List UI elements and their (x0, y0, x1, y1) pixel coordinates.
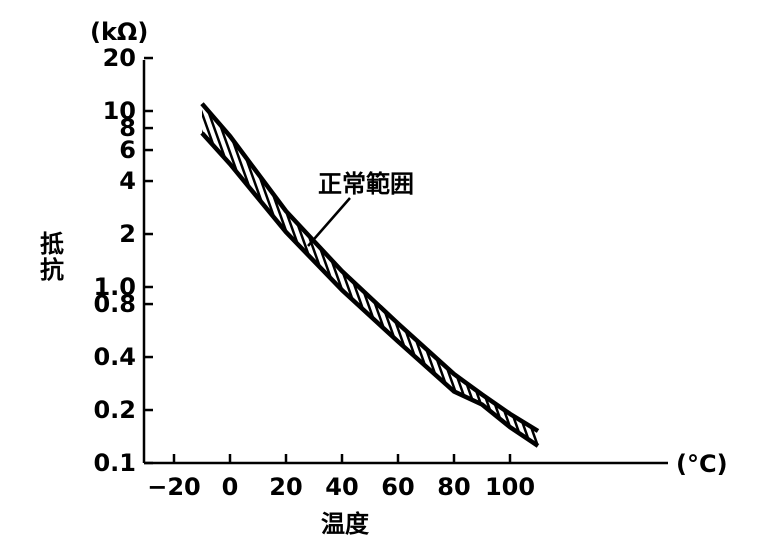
band-hatch-line (272, 103, 426, 446)
series-lower-line (200, 131, 540, 448)
band-hatch-line (286, 103, 440, 446)
band-hatch-line (349, 103, 503, 446)
band-hatch-line (454, 103, 538, 446)
y-tick-label: 0.2 (93, 396, 136, 424)
y-tick-label: 0.8 (93, 290, 136, 318)
band-hatch-line (202, 103, 342, 446)
band-hatch-line (517, 103, 538, 446)
x-axis-title: 温度 (321, 510, 370, 538)
band-hatch-line (223, 103, 377, 446)
band-hatch-line (202, 103, 335, 446)
band-hatch-line (405, 103, 538, 446)
band-hatch-line (363, 103, 517, 446)
y-unit-label: (kΩ) (90, 18, 148, 46)
band-hatch-line (503, 103, 538, 446)
band-hatch-line (461, 103, 538, 446)
x-unit-label: (°C) (676, 450, 728, 478)
band-hatch-line (540, 60, 690, 480)
band-hatch-line (496, 103, 538, 446)
band-hatch-line (377, 103, 531, 446)
band-hatch-line (447, 103, 538, 446)
y-tick-label: 6 (119, 136, 136, 164)
band-hatch-line (328, 103, 482, 446)
band-hatch-line (251, 103, 405, 446)
x-tick-label: 60 (381, 473, 414, 501)
series-upper-line (200, 102, 540, 433)
x-tick-label: −20 (147, 473, 201, 501)
x-tick-label: 40 (325, 473, 358, 501)
band-hatch-line (202, 103, 321, 446)
x-tick-label: 80 (437, 473, 470, 501)
y-tick-label: 20 (103, 44, 136, 72)
band-hatch-line (391, 103, 538, 446)
band-hatch-line (510, 103, 538, 446)
band-hatch-line (202, 103, 314, 446)
band-hatch-line (547, 60, 697, 480)
y-tick-label: 1.0 (93, 273, 136, 301)
band-hatch-line (561, 60, 711, 480)
y-tick-label: 2 (119, 220, 136, 248)
band-hatch-line (321, 103, 475, 446)
band-hatch-line (554, 60, 704, 480)
band-hatch-line (398, 103, 538, 446)
band-hatch-line (524, 103, 538, 446)
band-hatch-line (335, 103, 489, 446)
band-hatch-line (293, 103, 447, 446)
y-tick-label: 0.4 (93, 343, 136, 371)
band-annotation-leader (307, 197, 351, 247)
band-hatch-line (433, 103, 538, 446)
band-hatch-line (531, 103, 538, 446)
y-tick-label: 10 (103, 97, 136, 125)
y-tick-label: 4 (119, 167, 136, 195)
band-hatch-line (426, 103, 538, 446)
y-tick-label: 8 (119, 114, 136, 142)
band-hatch-line (575, 60, 725, 480)
band-hatching (202, 60, 725, 480)
band-hatch-line (230, 103, 384, 446)
x-tick-label: 20 (269, 473, 302, 501)
band-hatch-line (412, 103, 538, 446)
band-hatch-line (568, 60, 718, 480)
band-hatch-line (202, 103, 356, 446)
x-tick-label: 0 (222, 473, 239, 501)
y-axis-title: 抵抗 (40, 230, 64, 284)
band-hatch-line (342, 103, 496, 446)
x-tick-label: 100 (485, 473, 535, 501)
band-hatch-line (279, 103, 433, 446)
band-hatch-line (468, 103, 538, 446)
band-hatch-line (216, 103, 370, 446)
band-hatch-line (237, 103, 391, 446)
band-hatch-line (202, 103, 328, 446)
band-annotation-label: 正常範囲 (318, 170, 414, 198)
band-hatch-line (258, 103, 412, 446)
y-tick-label: 0.1 (93, 449, 136, 477)
band-hatch-line (307, 103, 461, 446)
band-hatch-line (356, 103, 510, 446)
